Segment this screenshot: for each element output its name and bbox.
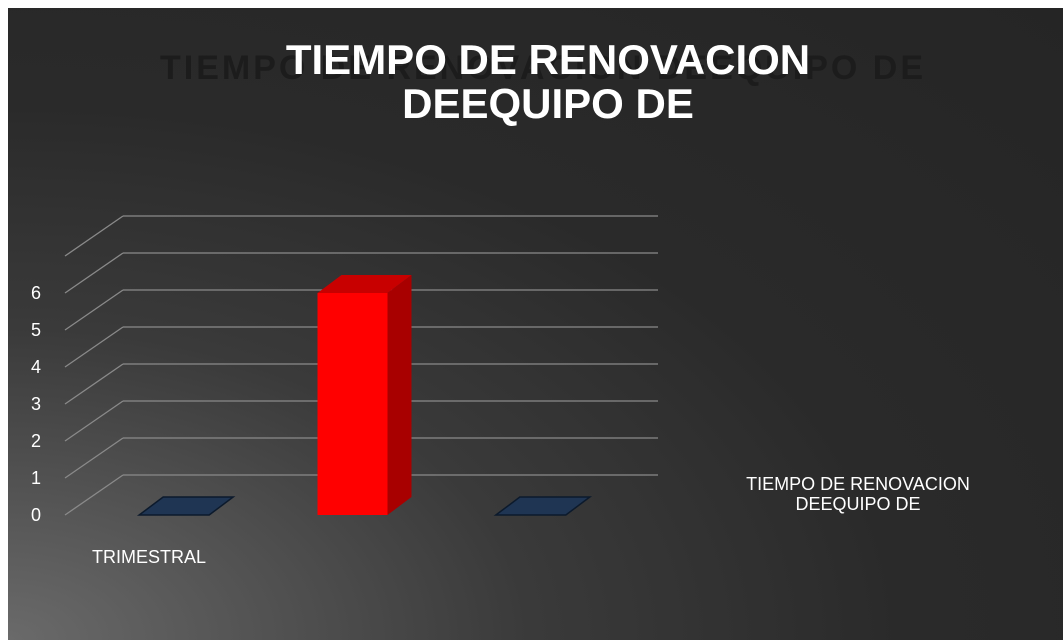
bar-face	[317, 293, 388, 515]
chart: 0 1 2 3 4 5 6	[31, 215, 658, 525]
y-tick-label: 4	[31, 357, 41, 377]
grid-line	[64, 215, 124, 257]
grid-line	[64, 326, 124, 368]
grid-line	[64, 474, 124, 516]
y-tick-label: 1	[31, 468, 41, 488]
grid-line	[64, 289, 124, 331]
bar	[493, 496, 593, 516]
chart-frame: TIEMPO DE RENOVACION DEEQUIPO DE 0 1 2 3 4 5 6…	[8, 8, 1063, 640]
bar	[317, 275, 412, 515]
y-tick-label: 6	[31, 283, 41, 303]
y-tick-label: 3	[31, 394, 41, 414]
grid-line	[64, 252, 124, 294]
grid-line	[64, 437, 124, 479]
y-tick-label: 5	[31, 320, 41, 340]
grid-line	[64, 400, 124, 442]
legend-entry: TIEMPO DE RENOVACION DEEQUIPO DE	[746, 474, 970, 514]
grid-line	[64, 363, 124, 405]
x-tick-label: TRIMESTRAL	[92, 547, 207, 567]
bar-face	[387, 275, 412, 515]
y-tick-label: 2	[31, 431, 41, 451]
y-tick-label: 0	[31, 505, 41, 525]
bar-face	[317, 275, 412, 293]
chart-title: TIEMPO DE RENOVACION DEEQUIPO DE	[285, 36, 811, 127]
bar	[136, 496, 236, 516]
title-shadow: TIEMPO DE RENOVACION DEEQUIPO DE	[159, 49, 926, 87]
